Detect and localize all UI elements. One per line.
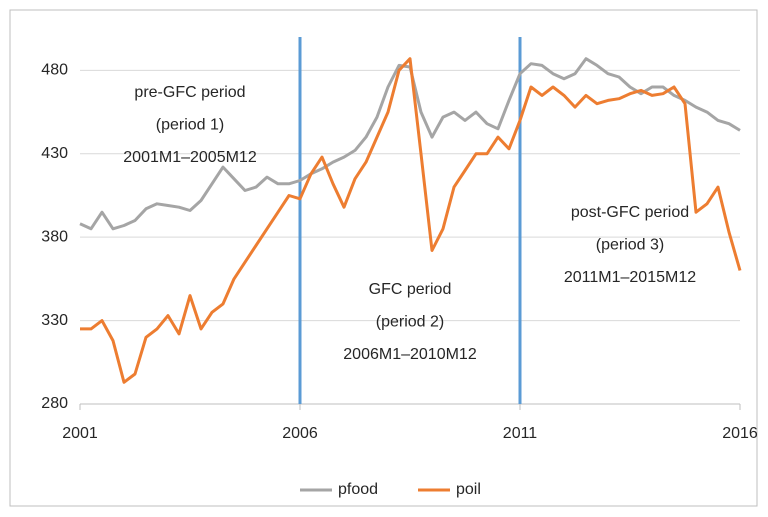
annotation: (period 2) xyxy=(376,314,444,331)
x-tick-label: 2001 xyxy=(62,425,98,442)
annotation: pre-GFC period xyxy=(134,84,245,101)
legend-label: pfood xyxy=(338,481,378,498)
chart-frame xyxy=(9,9,758,507)
y-tick-label: 430 xyxy=(41,145,68,162)
y-tick-label: 480 xyxy=(41,62,68,79)
annotation: 2011M1–2015M12 xyxy=(564,269,696,286)
y-tick-label: 380 xyxy=(41,228,68,245)
series-line xyxy=(80,57,742,384)
x-tick-label: 2006 xyxy=(282,425,318,442)
annotation: (period 3) xyxy=(596,237,664,254)
x-tick-label: 2011 xyxy=(503,425,538,442)
annotation: 2006M1–2010M12 xyxy=(343,346,477,363)
annotation: post-GFC period xyxy=(571,204,689,221)
annotation: GFC period xyxy=(369,281,452,298)
legend-label: poil xyxy=(456,481,481,498)
annotation: 2001M1–2005M12 xyxy=(123,149,257,166)
y-tick-label: 280 xyxy=(41,395,68,412)
y-tick-label: 330 xyxy=(41,312,68,329)
annotation: (period 1) xyxy=(156,117,224,134)
x-tick-label: 2016 xyxy=(722,425,758,442)
